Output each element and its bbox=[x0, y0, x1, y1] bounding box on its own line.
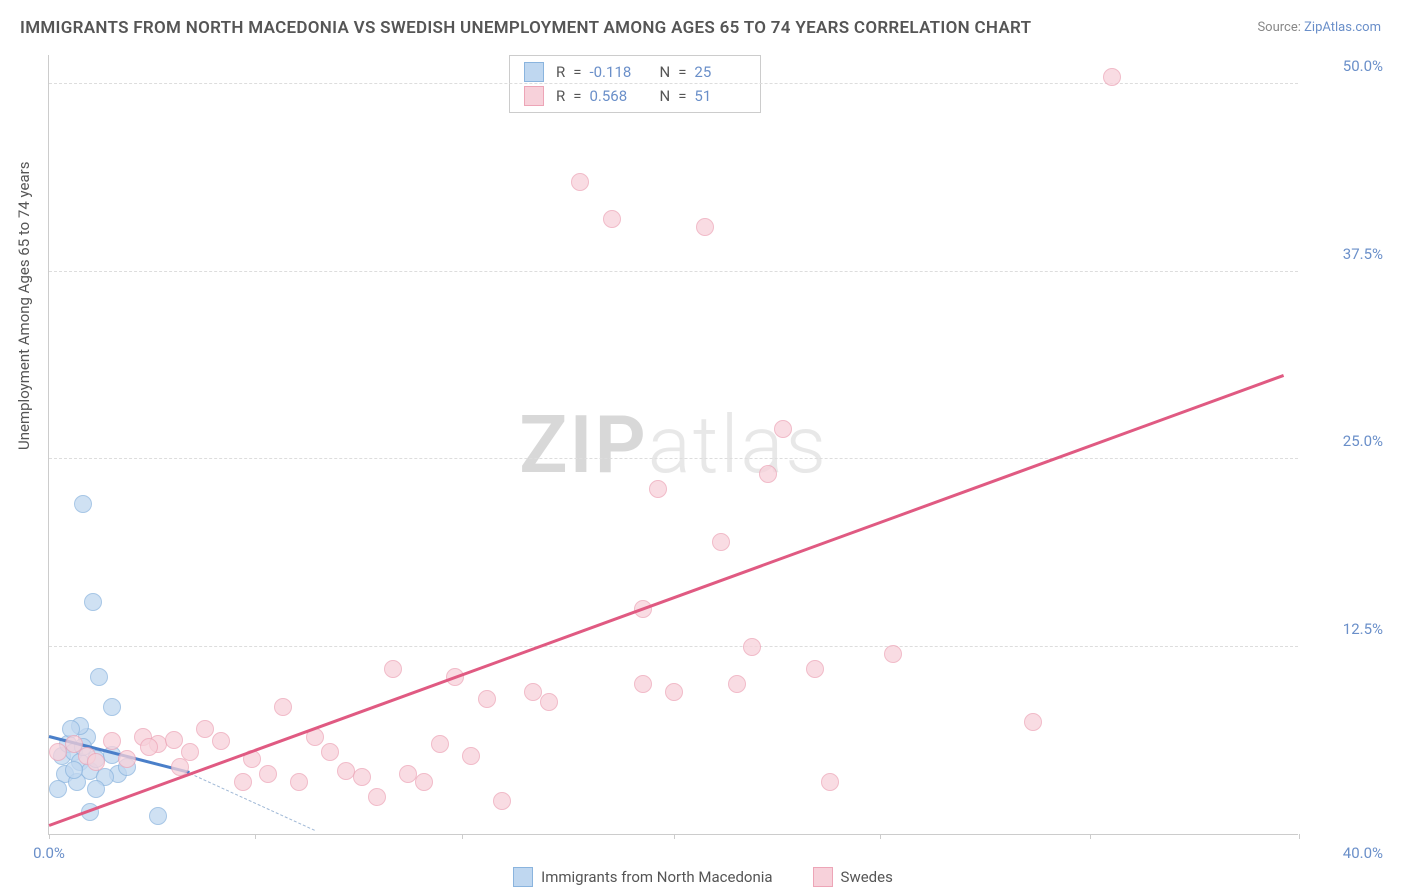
legend-n-value: 25 bbox=[694, 63, 746, 81]
legend-row: R = -0.118 N = 25 bbox=[510, 60, 760, 84]
watermark: ZIPatlas bbox=[519, 398, 828, 492]
data-point bbox=[87, 780, 105, 798]
data-point bbox=[234, 773, 252, 791]
data-point bbox=[259, 765, 277, 783]
data-point bbox=[431, 735, 449, 753]
chart-title: IMMIGRANTS FROM NORTH MACEDONIA VS SWEDI… bbox=[20, 18, 1031, 38]
y-tick-label: 37.5% bbox=[1308, 245, 1383, 263]
x-tick-mark bbox=[49, 834, 50, 839]
source-label: Source: bbox=[1257, 20, 1300, 35]
chart-plot-area: ZIPatlas R=-0.118N=25R=0.568N=51 12.5%25… bbox=[48, 55, 1298, 835]
data-point bbox=[571, 173, 589, 191]
data-point bbox=[728, 675, 746, 693]
x-tick-label: 0.0% bbox=[33, 844, 65, 862]
legend-swatch bbox=[513, 867, 533, 887]
legend-r-value: 0.568 bbox=[589, 87, 641, 105]
data-point bbox=[696, 218, 714, 236]
x-tick-mark bbox=[462, 834, 463, 839]
data-point bbox=[140, 738, 158, 756]
x-tick-mark bbox=[880, 834, 881, 839]
data-point bbox=[212, 732, 230, 750]
legend-swatch bbox=[813, 867, 833, 887]
data-point bbox=[103, 698, 121, 716]
y-tick-label: 25.0% bbox=[1308, 432, 1383, 450]
legend-label: Immigrants from North Macedonia bbox=[541, 868, 772, 886]
data-point bbox=[1103, 68, 1121, 86]
data-point bbox=[321, 743, 339, 761]
data-point bbox=[368, 788, 386, 806]
data-point bbox=[774, 420, 792, 438]
legend-r-label: R bbox=[556, 87, 565, 105]
gridline bbox=[49, 646, 1298, 647]
source-value: ZipAtlas.com bbox=[1304, 20, 1381, 35]
data-point bbox=[274, 698, 292, 716]
gridline bbox=[49, 271, 1298, 272]
data-point bbox=[84, 593, 102, 611]
data-point bbox=[493, 792, 511, 810]
legend-eq: = bbox=[678, 63, 686, 81]
data-point bbox=[462, 747, 480, 765]
data-point bbox=[806, 660, 824, 678]
legend-n-label: N bbox=[659, 63, 670, 81]
data-point bbox=[821, 773, 839, 791]
data-point bbox=[649, 480, 667, 498]
legend-eq: = bbox=[678, 87, 686, 105]
legend-eq: = bbox=[573, 63, 581, 81]
data-point bbox=[49, 780, 67, 798]
data-point bbox=[118, 750, 136, 768]
data-point bbox=[634, 675, 652, 693]
data-point bbox=[478, 690, 496, 708]
data-point bbox=[165, 731, 183, 749]
source-attribution: Source: ZipAtlas.com bbox=[1257, 20, 1381, 35]
trend-line bbox=[49, 374, 1284, 826]
legend-eq: = bbox=[573, 87, 581, 105]
data-point bbox=[196, 720, 214, 738]
data-point bbox=[87, 753, 105, 771]
legend-n-label: N bbox=[659, 87, 670, 105]
x-tick-mark bbox=[255, 834, 256, 839]
legend-swatch bbox=[524, 86, 544, 106]
correlation-legend: R = -0.118 N = 25 R = 0.568 N = 51 bbox=[509, 55, 761, 113]
legend-item: Immigrants from North Macedonia bbox=[513, 867, 772, 887]
legend-r-label: R bbox=[556, 63, 565, 81]
data-point bbox=[415, 773, 433, 791]
y-tick-label: 50.0% bbox=[1308, 57, 1383, 75]
data-point bbox=[90, 668, 108, 686]
y-tick-label: 12.5% bbox=[1308, 620, 1383, 638]
x-tick-mark bbox=[1090, 834, 1091, 839]
data-point bbox=[290, 773, 308, 791]
legend-n-value: 51 bbox=[694, 87, 746, 105]
x-tick-mark bbox=[674, 834, 675, 839]
data-point bbox=[759, 465, 777, 483]
x-tick-mark bbox=[1299, 834, 1300, 839]
legend-item: Swedes bbox=[813, 867, 893, 887]
data-point bbox=[712, 533, 730, 551]
data-point bbox=[540, 693, 558, 711]
watermark-atlas: atlas bbox=[648, 398, 828, 492]
legend-row: R = 0.568 N = 51 bbox=[510, 84, 760, 108]
y-axis-label: Unemployment Among Ages 65 to 74 years bbox=[15, 162, 33, 450]
x-tick-label: 40.0% bbox=[1308, 844, 1383, 862]
data-point bbox=[884, 645, 902, 663]
legend-r-value: -0.118 bbox=[589, 63, 641, 81]
legend-label: Swedes bbox=[841, 868, 893, 886]
legend-swatch bbox=[524, 62, 544, 82]
data-point bbox=[103, 732, 121, 750]
data-point bbox=[74, 495, 92, 513]
data-point bbox=[353, 768, 371, 786]
data-point bbox=[603, 210, 621, 228]
data-point bbox=[665, 683, 683, 701]
data-point bbox=[149, 807, 167, 825]
data-point bbox=[743, 638, 761, 656]
gridline bbox=[49, 458, 1298, 459]
data-point bbox=[384, 660, 402, 678]
data-point bbox=[1024, 713, 1042, 731]
series-legend: Immigrants from North Macedonia Swedes bbox=[0, 867, 1406, 887]
watermark-zip: ZIP bbox=[519, 398, 648, 492]
